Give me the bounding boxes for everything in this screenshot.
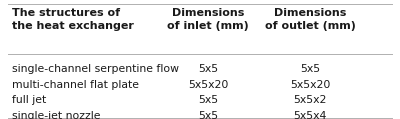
Text: 5x5x20: 5x5x20: [188, 80, 228, 90]
Text: multi-channel flat plate: multi-channel flat plate: [12, 80, 139, 90]
Text: full jet: full jet: [12, 95, 46, 105]
Text: single-jet nozzle: single-jet nozzle: [12, 111, 100, 119]
Text: The structures of
the heat exchanger: The structures of the heat exchanger: [12, 8, 134, 31]
Text: Dimensions
of outlet (mm): Dimensions of outlet (mm): [264, 8, 356, 31]
Text: 5x5: 5x5: [198, 111, 218, 119]
Text: 5x5: 5x5: [300, 64, 320, 74]
Text: Dimensions
of inlet (mm): Dimensions of inlet (mm): [167, 8, 249, 31]
Text: 5x5x2: 5x5x2: [293, 95, 327, 105]
Text: 5x5: 5x5: [198, 95, 218, 105]
Text: 5x5: 5x5: [198, 64, 218, 74]
Text: 5x5x4: 5x5x4: [293, 111, 327, 119]
Text: 5x5x20: 5x5x20: [290, 80, 330, 90]
Text: single-channel serpentine flow: single-channel serpentine flow: [12, 64, 179, 74]
